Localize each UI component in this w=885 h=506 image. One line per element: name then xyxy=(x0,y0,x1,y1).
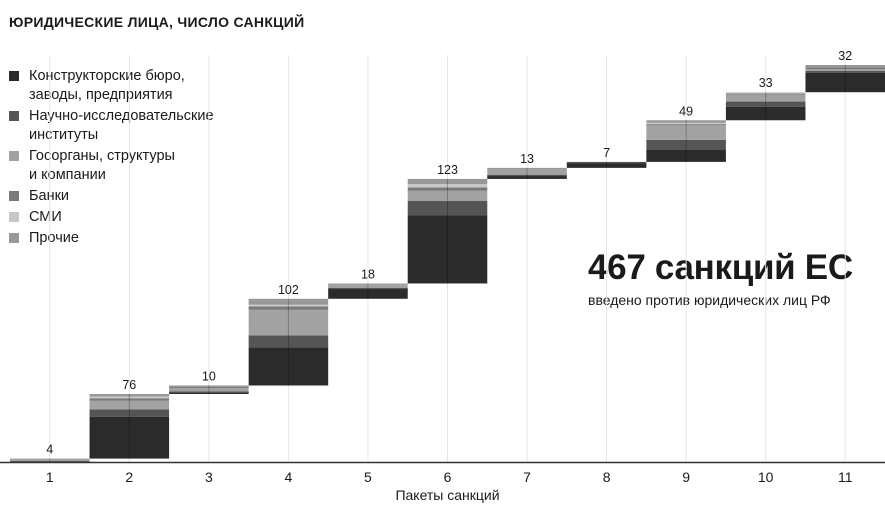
legend-label: Прочие xyxy=(29,230,79,246)
bar-segment xyxy=(328,288,408,299)
bar-segment xyxy=(89,400,170,410)
bar-segment xyxy=(328,283,408,288)
bar-segment xyxy=(725,92,806,94)
bar-segment xyxy=(646,122,726,125)
legend-swatch xyxy=(9,191,19,201)
legend-item: Прочие xyxy=(9,229,299,248)
chart-title: ЮРИДИЧЕСКИЕ ЛИЦА, ЧИСЛО САНКЦИЙ xyxy=(9,14,305,30)
x-tick-label: 5 xyxy=(364,469,372,485)
legend-swatch xyxy=(9,71,19,81)
x-tick-label: 7 xyxy=(523,469,531,485)
bar-segment xyxy=(248,298,329,305)
x-tick-label: 3 xyxy=(205,469,213,485)
data-label: 4 xyxy=(46,443,53,457)
x-tick-label: 6 xyxy=(444,469,452,485)
x-tick-label: 11 xyxy=(838,469,853,485)
bar-segment xyxy=(725,106,806,121)
bar-segment xyxy=(725,94,806,102)
bar-segment xyxy=(487,175,567,179)
bar-segment xyxy=(407,184,488,188)
data-label: 76 xyxy=(122,378,136,392)
bar-segment xyxy=(89,396,170,399)
x-tick-label: 9 xyxy=(682,469,690,485)
legend-item: Госорганы, структуры и компании xyxy=(9,147,299,185)
bar-segment xyxy=(805,70,885,73)
x-tick-label: 2 xyxy=(125,469,133,485)
data-label: 123 xyxy=(437,163,458,177)
data-label: 102 xyxy=(278,283,299,297)
bar-segment xyxy=(89,416,170,459)
x-tick-label: 8 xyxy=(603,469,611,485)
legend: Конструкторские бюро, заводы, предприяти… xyxy=(9,67,299,250)
bar-segment xyxy=(169,391,249,393)
bar-segment xyxy=(487,169,567,175)
bar-segment xyxy=(566,162,647,168)
bar-segment xyxy=(487,167,567,170)
bar-segment xyxy=(89,393,170,397)
data-label: 13 xyxy=(520,152,534,166)
x-axis-title: Пакеты санкций xyxy=(395,487,499,503)
legend-label: СМИ xyxy=(29,209,62,225)
bar-segment xyxy=(328,287,408,290)
bar-segment xyxy=(407,190,488,202)
bar-segment xyxy=(407,215,488,284)
legend-label: Научно-исследовательские институты xyxy=(29,108,214,143)
x-tick-label: 1 xyxy=(46,469,54,485)
bar-segment xyxy=(646,139,726,151)
bar-segment xyxy=(646,123,726,126)
bar-segment xyxy=(805,65,885,68)
bar-segment xyxy=(248,309,329,336)
data-label: 18 xyxy=(361,267,375,281)
legend-swatch xyxy=(9,111,19,121)
headline-subtext: введено против юридических лиц РФ xyxy=(588,292,831,308)
bar-segment xyxy=(646,150,726,162)
bar-segment xyxy=(248,335,329,348)
bar-segment xyxy=(566,161,647,164)
bar-segment xyxy=(487,174,567,177)
bar-segment xyxy=(805,68,885,71)
bar-segment xyxy=(89,398,170,401)
legend-item: СМИ xyxy=(9,208,299,227)
bar-segment xyxy=(169,387,249,392)
x-tick-label: 4 xyxy=(285,469,293,485)
legend-label: Госорганы, структуры и компании xyxy=(29,148,175,183)
bar-segment xyxy=(89,409,170,417)
bar-segment xyxy=(407,178,488,185)
legend-item: Научно-исследовательские институты xyxy=(9,107,299,145)
bar-segment xyxy=(725,101,806,107)
legend-label: Банки xyxy=(29,188,70,204)
legend-label: Конструкторские бюро, заводы, предприяти… xyxy=(29,68,185,103)
legend-item: Конструкторские бюро, заводы, предприяти… xyxy=(9,67,299,105)
bar-segment xyxy=(646,120,726,123)
bar-segment xyxy=(248,306,329,310)
legend-swatch xyxy=(9,233,19,243)
bar-segment xyxy=(805,67,885,70)
legend-swatch xyxy=(9,151,19,161)
legend-swatch xyxy=(9,212,19,222)
bar-segment xyxy=(169,392,249,394)
bar-segment xyxy=(646,125,726,140)
data-label: 32 xyxy=(838,49,852,63)
x-tick-label: 10 xyxy=(758,469,774,485)
headline-total: 467 санкций ЕС xyxy=(588,248,853,287)
data-label: 49 xyxy=(679,104,693,118)
data-label: 33 xyxy=(759,76,773,90)
bar-segment xyxy=(169,386,249,388)
bar-segment xyxy=(248,347,329,386)
data-label: 7 xyxy=(603,146,610,160)
bar-segment xyxy=(805,72,885,93)
bar-segment xyxy=(725,93,806,95)
bar-segment xyxy=(248,304,329,307)
bar-segment xyxy=(169,385,249,387)
bar-segment xyxy=(10,458,90,462)
bar-segment xyxy=(407,187,488,191)
legend-item: Банки xyxy=(9,187,299,206)
data-label: 10 xyxy=(202,369,216,383)
bar-segment xyxy=(407,201,488,216)
